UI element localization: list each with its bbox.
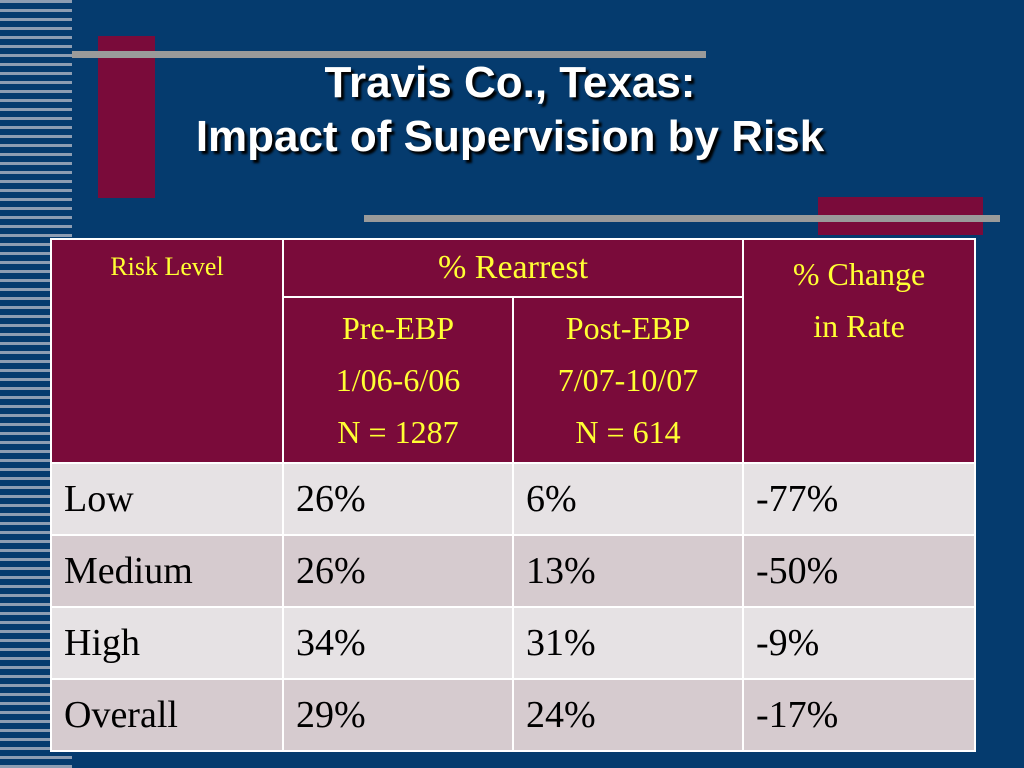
slide-title: Travis Co., Texas: Impact of Supervision…: [60, 56, 960, 164]
gray-divider-bottom: [364, 215, 1000, 222]
pre-ebp-cell: 29%: [282, 678, 514, 752]
change-cell: -17%: [742, 678, 977, 752]
change-cell: -9%: [742, 606, 977, 680]
post-ebp-dates: 7/07-10/07: [557, 362, 699, 398]
pre-ebp-count: N = 1287: [337, 414, 459, 450]
rearrest-table: Risk Level % Rearrest % Change in Rate P…: [50, 238, 977, 752]
risk-level-cell: High: [50, 606, 284, 680]
post-ebp-count: N = 614: [575, 414, 681, 450]
change-cell: -77%: [742, 462, 977, 536]
risk-level-cell: Overall: [50, 678, 284, 752]
post-ebp-cell: 13%: [511, 534, 745, 608]
pre-ebp-label: Pre-EBP: [342, 310, 454, 346]
header-rearrest: % Rearrest: [281, 238, 745, 298]
table-row: Medium 26% 13% -50%: [50, 534, 977, 608]
pre-ebp-cell: 26%: [282, 462, 514, 536]
pre-ebp-cell: 34%: [282, 606, 514, 680]
header-change-line-2: in Rate: [813, 308, 905, 344]
gray-divider-top: [72, 51, 706, 58]
pre-ebp-cell: 26%: [282, 534, 514, 608]
title-line-2: Impact of Supervision by Risk: [195, 112, 825, 161]
table-row: High 34% 31% -9%: [50, 606, 977, 680]
header-pre-ebp: Pre-EBP 1/06-6/06 N = 1287: [282, 296, 514, 464]
title-line-1: Travis Co., Texas:: [324, 58, 696, 107]
header-post-ebp: Post-EBP 7/07-10/07 N = 614: [511, 296, 745, 464]
change-cell: -50%: [742, 534, 977, 608]
post-ebp-label: Post-EBP: [565, 310, 691, 346]
table-row: Overall 29% 24% -17%: [50, 678, 977, 752]
risk-level-cell: Low: [50, 462, 284, 536]
header-change-in-rate: % Change in Rate: [742, 238, 977, 464]
maroon-accent-block: [98, 36, 155, 198]
post-ebp-cell: 6%: [511, 462, 745, 536]
pre-ebp-dates: 1/06-6/06: [335, 362, 461, 398]
post-ebp-cell: 24%: [511, 678, 745, 752]
header-change-line-1: % Change: [792, 256, 926, 292]
table-row: Low 26% 6% -77%: [50, 462, 977, 536]
header-risk-level: Risk Level: [50, 238, 284, 464]
post-ebp-cell: 31%: [511, 606, 745, 680]
risk-level-cell: Medium: [50, 534, 284, 608]
